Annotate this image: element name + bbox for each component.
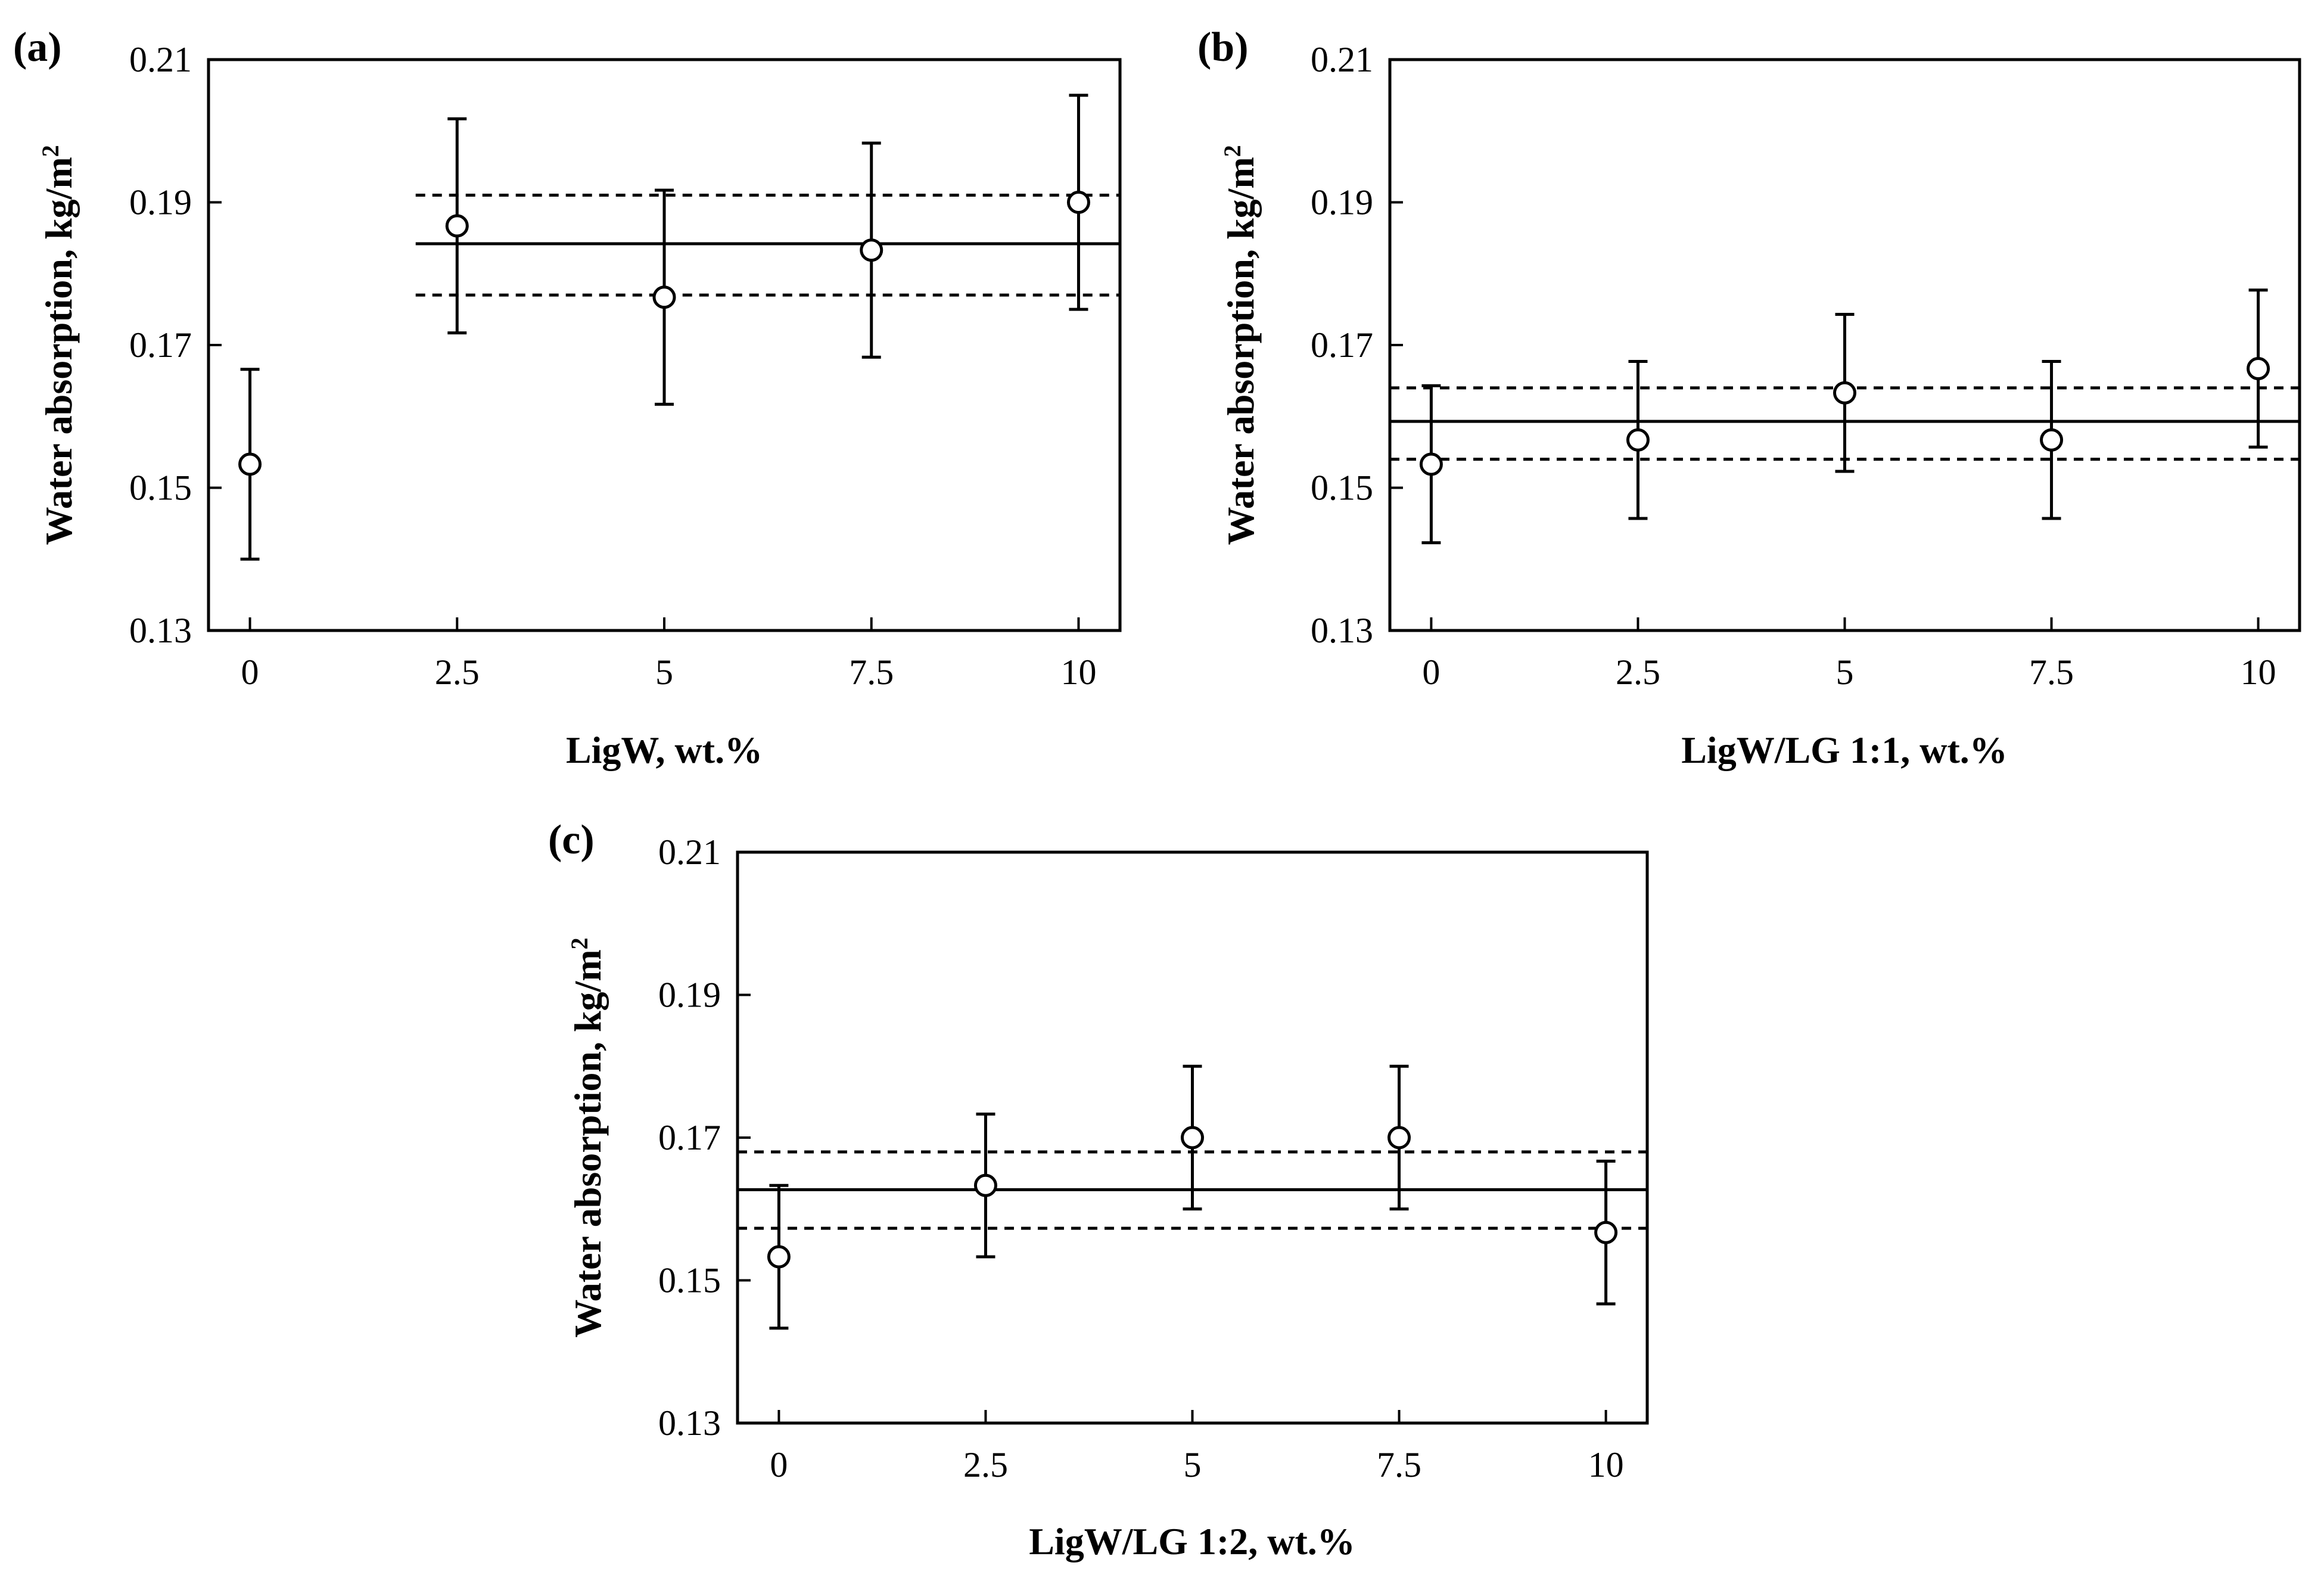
x-tick-label: 5 [655, 653, 673, 692]
data-point-group [1181, 1064, 1204, 1211]
x-tick-label: 0 [241, 653, 259, 692]
data-point-group [1594, 1160, 1618, 1306]
panel-label: (a) [13, 24, 62, 70]
y-tick-label: 0.13 [658, 1403, 721, 1443]
data-point [238, 452, 262, 476]
data-point [1594, 1220, 1618, 1244]
data-point-group [652, 188, 676, 406]
x-tick-label: 2.5 [963, 1445, 1008, 1484]
y-tick-label: 0.13 [1311, 611, 1373, 650]
data-point [973, 1173, 997, 1197]
x-tick-label: 0 [1422, 653, 1440, 692]
y-tick-label: 0.17 [129, 325, 192, 365]
data-point [652, 285, 676, 309]
data-point [1181, 1126, 1204, 1150]
data-point-group [2040, 360, 2064, 520]
data-point [767, 1245, 791, 1269]
y-tick-label: 0.19 [658, 976, 721, 1015]
data-point-group [1419, 384, 1443, 545]
x-tick-label: 10 [2241, 653, 2276, 692]
data-point [2040, 428, 2064, 452]
data-point-group [1066, 94, 1090, 311]
y-tick-label: 0.15 [129, 468, 192, 508]
data-point [445, 214, 469, 238]
data-point-group [973, 1112, 997, 1259]
data-point [2247, 357, 2270, 381]
data-point [1419, 452, 1443, 476]
y-tick-label: 0.21 [129, 40, 192, 79]
y-tick-label: 0.19 [1311, 183, 1373, 222]
data-point [1833, 381, 1856, 405]
y-tick-label: 0.13 [129, 611, 192, 650]
data-point-group [767, 1184, 791, 1330]
x-axis-title: LigW/LG 1:2, wt.% [1029, 1520, 1355, 1563]
y-tick-label: 0.21 [658, 833, 721, 872]
x-tick-label: 2.5 [435, 653, 480, 692]
data-point [1387, 1126, 1411, 1150]
x-tick-label: 5 [1184, 1445, 1202, 1484]
y-tick-label: 0.21 [1311, 40, 1373, 79]
panel-c: (c) 0.13 0.15 0.17 0.19 0.21 0 2.5 5 7.5 10 Wate… [548, 817, 1649, 1563]
x-tick-label: 2.5 [1616, 653, 1660, 692]
x-axis-title: LigW/LG 1:1, wt.% [1681, 729, 2008, 771]
data-point-group [445, 117, 469, 335]
panel-label: (b) [1197, 24, 1249, 70]
data-point-group [1387, 1064, 1411, 1211]
x-tick-label: 0 [770, 1445, 788, 1484]
y-tick-label: 0.17 [1311, 325, 1373, 365]
y-axis-title: Water absorption, kg/m2 [1219, 145, 1262, 545]
x-tick-label: 7.5 [2029, 653, 2074, 692]
y-tick-label: 0.17 [658, 1118, 721, 1157]
data-point-group [860, 141, 883, 359]
panel-a: (a) 0.13 0.15 0.17 0.19 0.21 0 2.5 5 7.5 10 Wate… [13, 24, 1122, 771]
y-axis-title: Water absorption, kg/m2 [566, 937, 609, 1337]
panel-label: (c) [548, 817, 595, 863]
x-tick-label: 7.5 [1377, 1445, 1421, 1484]
data-point-group [1626, 360, 1650, 520]
x-tick-label: 5 [1836, 653, 1854, 692]
y-tick-label: 0.19 [129, 183, 192, 222]
y-axis-title: Water absorption, kg/m2 [37, 145, 80, 545]
y-tick-label: 0.15 [658, 1261, 721, 1300]
x-axis-title: LigW, wt.% [566, 729, 763, 771]
data-point [860, 238, 883, 262]
y-tick-label: 0.15 [1311, 468, 1373, 508]
data-point-group [1833, 313, 1856, 473]
x-tick-label: 10 [1588, 1445, 1624, 1484]
panel-b: (b) 0.13 0.15 0.17 0.19 0.21 0 2.5 5 7.5 10 Wate… [1197, 24, 2301, 771]
data-point-group [2247, 288, 2270, 449]
x-tick-label: 7.5 [849, 653, 894, 692]
x-tick-label: 10 [1060, 653, 1096, 692]
data-point [1066, 191, 1090, 214]
data-point-group [238, 368, 262, 561]
data-point [1626, 428, 1650, 452]
